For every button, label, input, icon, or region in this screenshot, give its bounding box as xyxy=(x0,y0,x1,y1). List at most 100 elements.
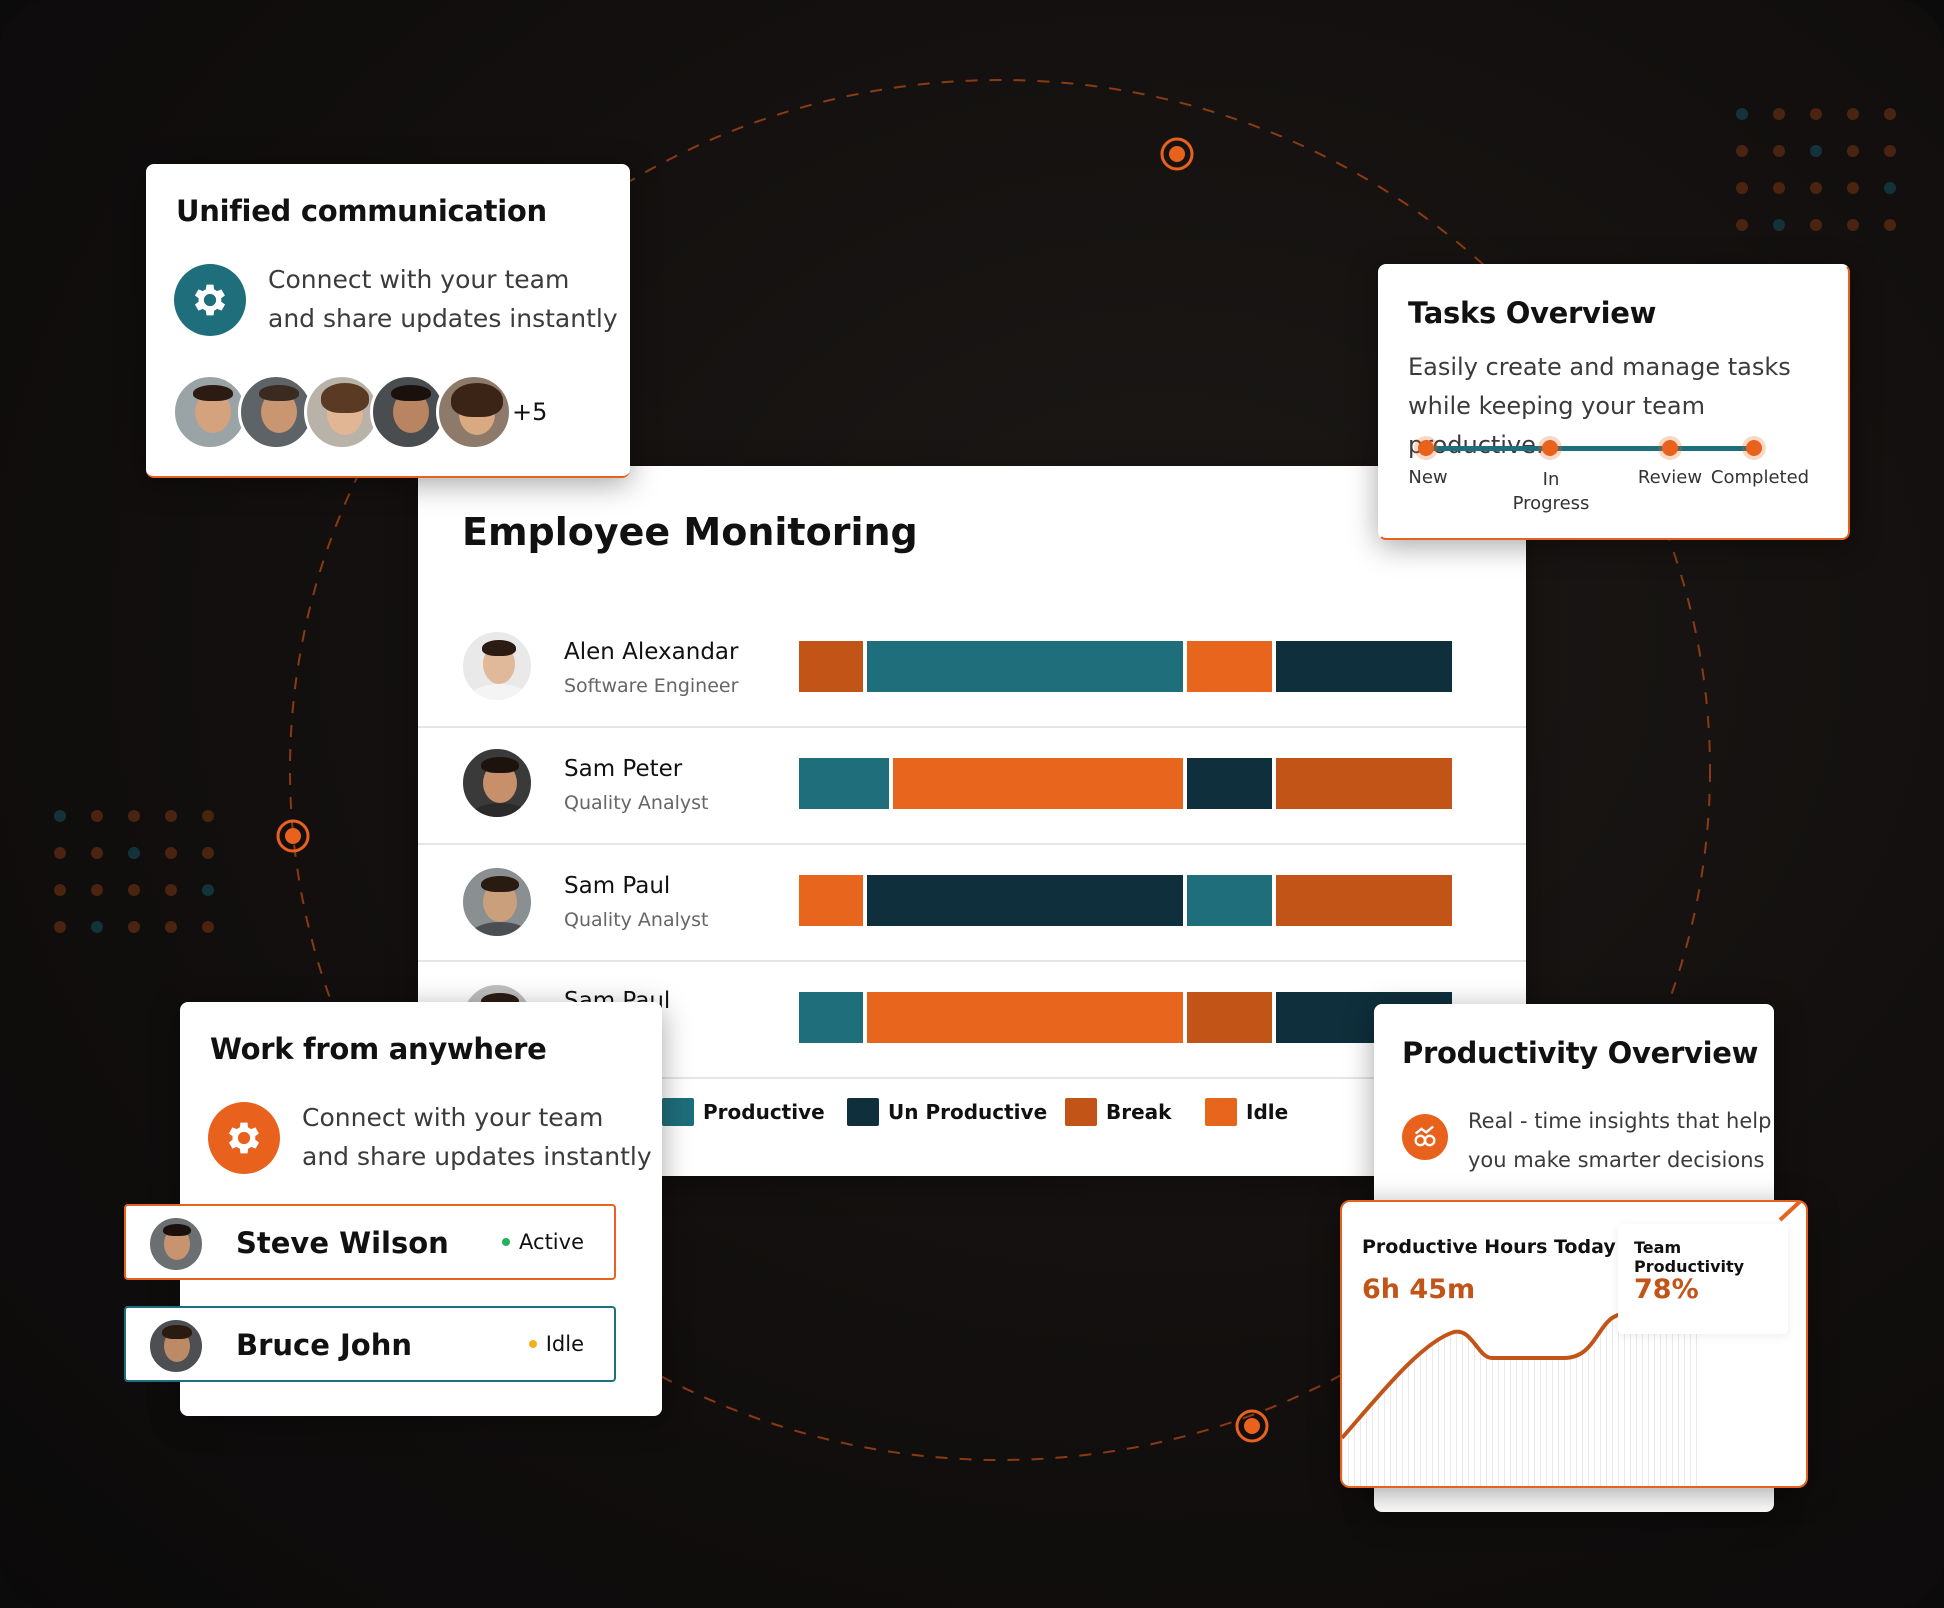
employee-role: Quality Analyst xyxy=(564,909,709,931)
person-row-steve-wilson[interactable]: Steve Wilson Active xyxy=(124,1204,616,1280)
decor-dot xyxy=(91,921,103,933)
bar-productive xyxy=(799,758,889,809)
employee-name: Sam Paul xyxy=(564,873,671,899)
bar-productive xyxy=(1187,875,1272,926)
legend-productive: Productive xyxy=(662,1098,825,1126)
status-badge: Active xyxy=(502,1230,584,1254)
legend-idle: Idle xyxy=(1205,1098,1288,1126)
decor-dot xyxy=(202,810,214,822)
extra-count: +5 xyxy=(512,398,548,426)
decor-dot xyxy=(165,884,177,896)
avatar xyxy=(238,374,314,450)
team-productivity-value: 78% xyxy=(1634,1274,1699,1305)
employee-role: Software Engineer xyxy=(564,675,739,697)
card-title: Productivity Overview xyxy=(1402,1036,1759,1070)
page-title: Employee Monitoring xyxy=(462,510,918,554)
bar-productive xyxy=(799,992,863,1043)
card-description-line: Connect with your team xyxy=(268,265,570,294)
card-description-line: Connect with your team xyxy=(302,1103,604,1132)
chart-insights-icon xyxy=(1402,1114,1448,1160)
table-row[interactable]: Sam Peter Quality Analyst xyxy=(418,726,1526,845)
decor-dot xyxy=(91,810,103,822)
orbit-node xyxy=(1235,1409,1269,1443)
team-productivity-label: Team Productivity xyxy=(1634,1238,1745,1276)
bar-break xyxy=(1276,875,1452,926)
avatar xyxy=(436,374,512,450)
decor-dot xyxy=(1810,219,1822,231)
avatar xyxy=(370,374,446,450)
decor-dot xyxy=(1773,182,1785,194)
status-dot xyxy=(528,1340,537,1348)
decor-dot xyxy=(1773,219,1785,231)
avatar xyxy=(148,1318,204,1374)
gear-icon xyxy=(174,264,246,336)
legend-swatch xyxy=(662,1098,694,1126)
decor-dot xyxy=(1884,219,1896,231)
card-description-line: you make smarter decisions xyxy=(1468,1148,1765,1172)
bar-productive xyxy=(867,641,1183,692)
decor-dot xyxy=(54,847,66,859)
stage-dot[interactable] xyxy=(1418,440,1434,456)
table-row[interactable]: Alen Alexandar Software Engineer xyxy=(418,609,1526,728)
avatar xyxy=(304,374,380,450)
decor-dot xyxy=(128,810,140,822)
decor-dot xyxy=(1773,108,1785,120)
hours-label: Productive Hours Today xyxy=(1362,1236,1616,1258)
stage-dot[interactable] xyxy=(1746,440,1762,456)
bar-unproductive xyxy=(867,875,1183,926)
avatar xyxy=(460,629,534,703)
employee-name: Sam Peter xyxy=(564,756,683,782)
productive-hours-card: Productive Hours Today 6h 45m Team Produ… xyxy=(1340,1200,1808,1488)
bar-idle xyxy=(867,992,1183,1043)
avatar xyxy=(148,1216,204,1272)
decor-dot xyxy=(91,847,103,859)
gear-icon xyxy=(208,1102,280,1174)
decor-dot xyxy=(1847,145,1859,157)
bar-break xyxy=(1276,758,1452,809)
stage-label-review: Review xyxy=(1637,467,1703,488)
person-name: Steve Wilson xyxy=(236,1226,449,1260)
stage-label-new: New xyxy=(1408,467,1448,488)
bar-break xyxy=(799,641,863,692)
bar-idle xyxy=(893,758,1183,809)
person-row-bruce-john[interactable]: Bruce John Idle xyxy=(124,1306,616,1382)
decor-dot xyxy=(1847,219,1859,231)
card-title: Unified communication xyxy=(176,194,547,228)
status-badge: Idle xyxy=(528,1332,584,1356)
card-description-line: Real - time insights that help xyxy=(1468,1109,1772,1133)
card-title: Work from anywhere xyxy=(210,1032,547,1066)
legend-swatch xyxy=(847,1098,879,1126)
person-name: Bruce John xyxy=(236,1328,413,1362)
bar-idle xyxy=(1187,641,1272,692)
avatar xyxy=(460,746,534,820)
decor-dot xyxy=(202,847,214,859)
card-description-line: and share updates instantly xyxy=(268,304,618,333)
bar-idle xyxy=(799,875,863,926)
hours-value: 6h 45m xyxy=(1362,1274,1476,1305)
table-row[interactable]: Sam Paul Quality Analyst xyxy=(418,843,1526,962)
card-description-line: while keeping your team productive. xyxy=(1408,392,1705,459)
stage-dot[interactable] xyxy=(1662,440,1678,456)
decor-dot xyxy=(202,921,214,933)
stage-label-in-progress: In Progress xyxy=(1512,469,1590,514)
card-description-line: and share updates instantly xyxy=(302,1142,652,1171)
stage-dot[interactable] xyxy=(1542,440,1558,456)
bar-break xyxy=(1187,992,1272,1043)
decor-dot xyxy=(1810,108,1822,120)
decor-dot xyxy=(128,921,140,933)
stage-label-completed: Completed xyxy=(1710,467,1810,488)
card-description-line: Easily create and manage tasks xyxy=(1408,353,1791,381)
decor-dot xyxy=(54,884,66,896)
bar-unproductive xyxy=(1276,641,1452,692)
dot-grid-left xyxy=(54,810,214,933)
team-productivity-box: Team Productivity 78% xyxy=(1618,1224,1788,1334)
tasks-overview-card: Tasks Overview Easily create and manage … xyxy=(1378,264,1850,540)
legend-unproductive: Un Productive xyxy=(847,1098,1047,1126)
decor-dot xyxy=(1736,219,1748,231)
legend-swatch xyxy=(1065,1098,1097,1126)
decor-dot xyxy=(165,847,177,859)
employee-name: Alen Alexandar xyxy=(564,639,739,665)
decor-dot xyxy=(128,884,140,896)
dot-grid-right xyxy=(1736,108,1896,231)
